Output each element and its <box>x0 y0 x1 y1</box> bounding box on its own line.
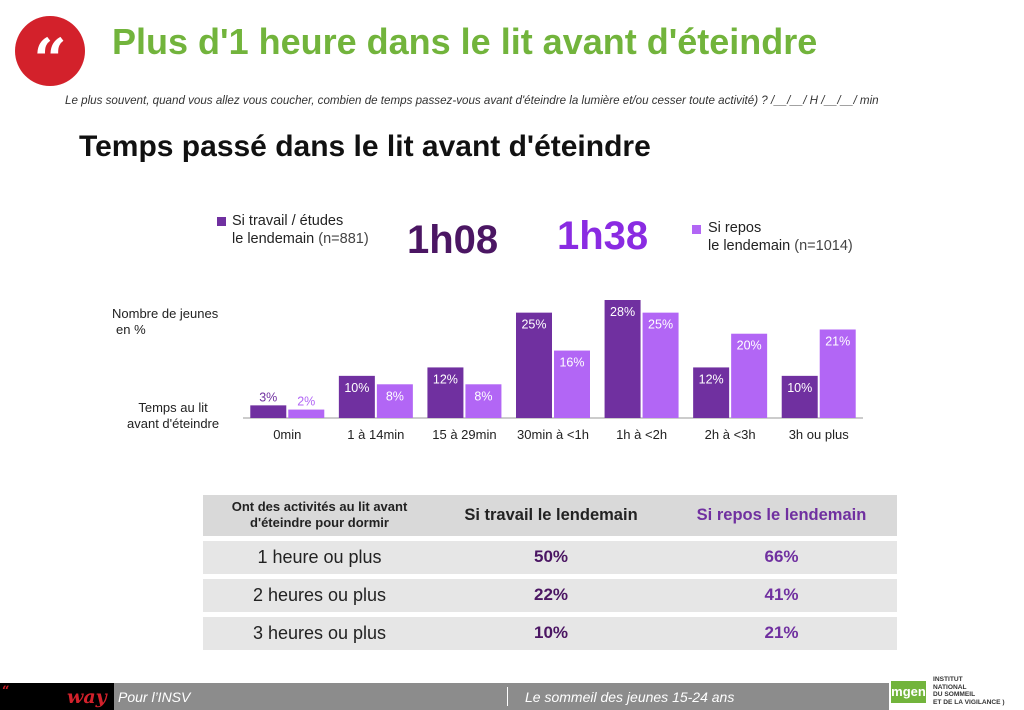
bar-value-label: 2% <box>297 395 315 409</box>
bar-work <box>604 300 641 418</box>
bar-value-label: 8% <box>474 389 492 403</box>
bar-value-label: 12% <box>699 372 724 386</box>
legend-swatch-rest <box>692 225 701 234</box>
bar-work <box>516 312 552 418</box>
table-cell: 21% <box>666 614 897 655</box>
y-axis-note: Nombre de jeunes en % <box>112 306 219 337</box>
table-cell: 41% <box>666 576 897 617</box>
footer-logo-word: way <box>67 686 107 708</box>
table-header-row: Ont des activités au lit avant d'éteindr… <box>203 495 897 541</box>
bar-value-label: 25% <box>521 318 546 332</box>
bar-rest <box>288 409 325 418</box>
table-row: 1 heure ou plus 50% 66% <box>203 538 897 579</box>
bar-work <box>693 367 730 418</box>
bar-value-label: 12% <box>433 372 458 386</box>
footer-left-text: Pour l’INSV <box>118 689 191 705</box>
bar-value-label: 10% <box>344 381 369 395</box>
bar-value-label: 21% <box>825 335 850 349</box>
bar-value-label: 10% <box>787 381 812 395</box>
footer-bar: “ way Pour l’INSV Le sommeil des jeunes … <box>0 683 1024 710</box>
table-header-cell: Si repos le lendemain <box>666 495 897 541</box>
legend-label-work: Si travail / études le lendemain (n=881) <box>232 213 369 247</box>
table-row: 2 heures ou plus 22% 41% <box>203 576 897 617</box>
survey-question: Le plus souvent, quand vous allez vous c… <box>65 94 879 107</box>
table-cell: 1 heure ou plus <box>203 538 436 579</box>
bar-value-label: 3% <box>259 390 277 404</box>
bar-rest <box>642 312 679 418</box>
chart-heading: Temps passé dans le lit avant d'éteindre <box>79 130 651 163</box>
bar-value-label: 16% <box>559 356 584 370</box>
bar-rest <box>731 333 768 418</box>
table-row: 3 heures ou plus 10% 21% <box>203 614 897 655</box>
footer-logo: “ way <box>0 683 114 710</box>
table-cell: 2 heures ou plus <box>203 576 436 617</box>
table-cell: 22% <box>436 576 666 617</box>
table-cell: 10% <box>436 614 666 655</box>
category-label: 1 à 14min <box>347 427 404 442</box>
quote-icon: “ <box>2 684 10 699</box>
table-cell: 66% <box>666 538 897 579</box>
average-value-work: 1h08 <box>407 218 499 262</box>
footer-center-text: Le sommeil des jeunes 15-24 ans <box>525 689 735 705</box>
partner-logo: mgen INSTITUT NATIONAL DU SOMMEIL ET DE … <box>889 674 1024 710</box>
insv-logo-text: INSTITUT NATIONAL DU SOMMEIL ET DE LA VI… <box>933 676 1005 706</box>
legend-swatch-work <box>217 217 226 226</box>
category-label: 0min <box>273 427 301 442</box>
bar-value-label: 8% <box>386 389 404 403</box>
table-cell: 50% <box>436 538 666 579</box>
category-label: 15 à 29min <box>432 427 496 442</box>
bar-work <box>427 367 464 418</box>
legend-label-rest: Si repos le lendemain (n=1014) <box>708 220 853 254</box>
category-label: 2h à <3h <box>705 427 756 442</box>
table-header-cell: Ont des activités au lit avant d'éteindr… <box>203 495 436 541</box>
category-label: 1h à <2h <box>616 427 667 442</box>
quote-icon: “ <box>15 16 85 94</box>
bar-value-label: 20% <box>737 339 762 353</box>
mgen-logo: mgen <box>891 681 926 703</box>
footer-divider <box>507 687 508 706</box>
bar-rest <box>376 384 413 418</box>
activities-table: Ont des activités au lit avant d'éteindr… <box>203 495 897 655</box>
average-value-rest: 1h38 <box>557 214 649 258</box>
table-cell: 3 heures ou plus <box>203 614 436 655</box>
bar-value-label: 25% <box>648 318 673 332</box>
category-label: 30min à <1h <box>517 427 589 442</box>
bar-work <box>338 375 375 418</box>
bar-rest <box>819 329 856 418</box>
bar-chart: 3% 2% 0min 10% 8% 1 à 14min 12% 8% 15 à 29min 25%… <box>243 300 863 442</box>
table-header-cell: Si travail le lendemain <box>436 495 666 541</box>
bar-work <box>250 405 287 418</box>
category-label: 3h ou plus <box>789 427 849 442</box>
slide-title: Plus d'1 heure dans le lit avant d'étein… <box>112 21 818 62</box>
x-axis-note: Temps au lit avant d'éteindre <box>127 400 220 431</box>
bar-rest <box>465 384 502 418</box>
bar-rest <box>554 350 590 418</box>
bar-work <box>781 375 818 418</box>
bar-value-label: 28% <box>610 305 635 319</box>
